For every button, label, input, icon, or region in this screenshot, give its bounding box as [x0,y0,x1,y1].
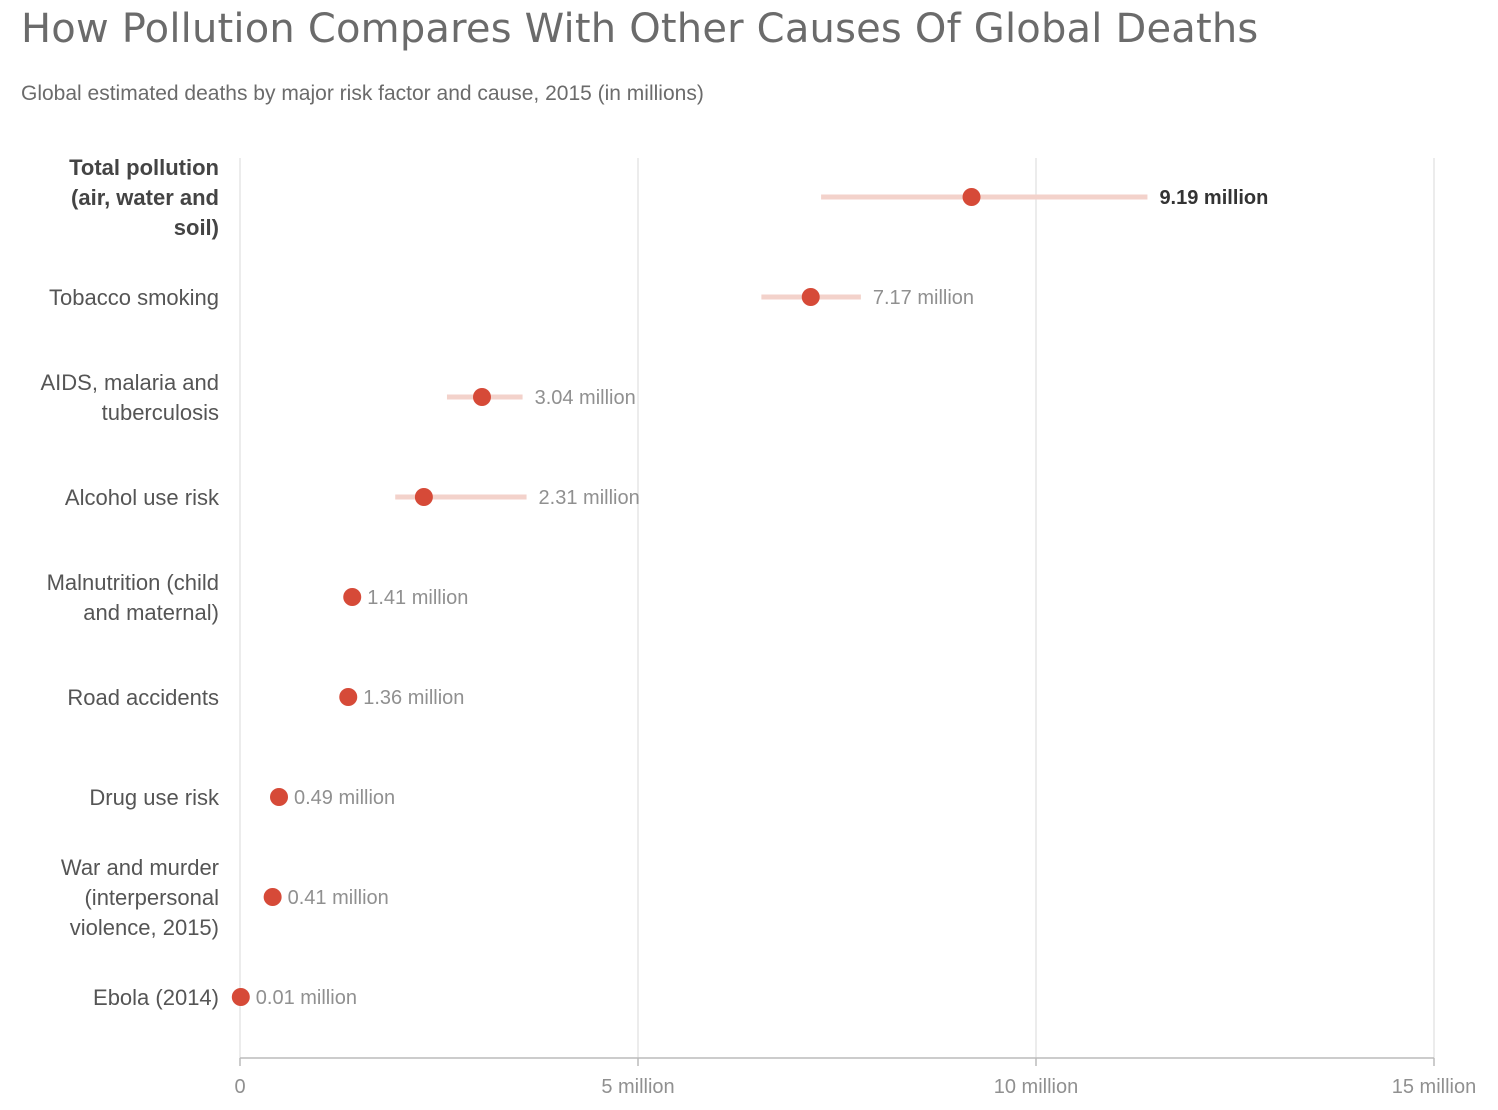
chart-rows: Total pollution (air, water and soil) 9.19 … [40,155,1268,1010]
category-label: and maternal) [83,600,219,625]
category-label: violence, 2015) [70,915,219,940]
x-tick-label: 0 [234,1076,245,1098]
value-label: 1.41 million [367,587,468,609]
category-label: Ebola (2014) [93,985,219,1010]
value-label: 9.19 million [1159,187,1268,209]
chart-row: Total pollution (air, water and soil) 9.19 … [69,155,1268,240]
x-axis: 0 5 million 10 million 15 million [234,1057,1476,1098]
chart-subtitle: Global estimated deaths by major risk fa… [21,82,704,105]
value-label: 2.31 million [539,487,640,509]
value-label: 1.36 million [363,687,464,709]
category-label: AIDS, malaria and [40,370,219,395]
data-point [270,788,289,806]
grid-layer [239,158,1435,1058]
category-label: Tobacco smoking [49,285,219,310]
data-point [962,188,981,206]
category-label: (interpersonal [84,885,219,910]
chart-row: AIDS, malaria and tuberculosis 3.04 millio… [40,370,635,425]
category-label: Drug use risk [89,785,220,810]
category-label: War and murder [61,855,219,880]
value-label: 7.17 million [873,287,974,309]
chart-title: How Pollution Compares With Other Causes… [21,6,1259,52]
category-label: Alcohol use risk [65,485,220,510]
data-point [472,388,491,406]
value-label: 3.04 million [535,387,636,409]
x-tick-label: 10 million [994,1076,1078,1098]
category-label: Malnutrition (child [47,570,219,595]
data-point [801,288,820,306]
category-label: (air, water and [71,185,219,210]
value-label: 0.01 million [256,987,357,1009]
category-label: Road accidents [67,685,219,710]
category-label: soil) [174,215,219,240]
chart-row: Road accidents 1.36 million [67,685,464,710]
chart-row: Ebola (2014) 0.01 million [93,985,357,1010]
data-point [343,588,362,606]
chart-row: Drug use risk 0.49 million [89,785,395,810]
chart-row: Malnutrition (child and maternal) 1.41 mil… [47,570,469,625]
x-tick-label: 5 million [601,1076,674,1098]
category-label: Total pollution [69,155,219,180]
data-point [263,888,282,906]
chart-row: War and murder (interpersonal violence, 20… [61,855,389,940]
chart-row: Tobacco smoking 7.17 million [49,285,974,310]
chart-row: Alcohol use risk 2.31 million [65,485,640,510]
value-label: 0.41 million [288,887,389,909]
data-point [414,488,433,506]
x-tick-label: 15 million [1392,1076,1476,1098]
data-point [339,688,358,706]
data-point [231,988,250,1006]
category-label: tuberculosis [102,400,219,425]
value-label: 0.49 million [294,787,395,809]
